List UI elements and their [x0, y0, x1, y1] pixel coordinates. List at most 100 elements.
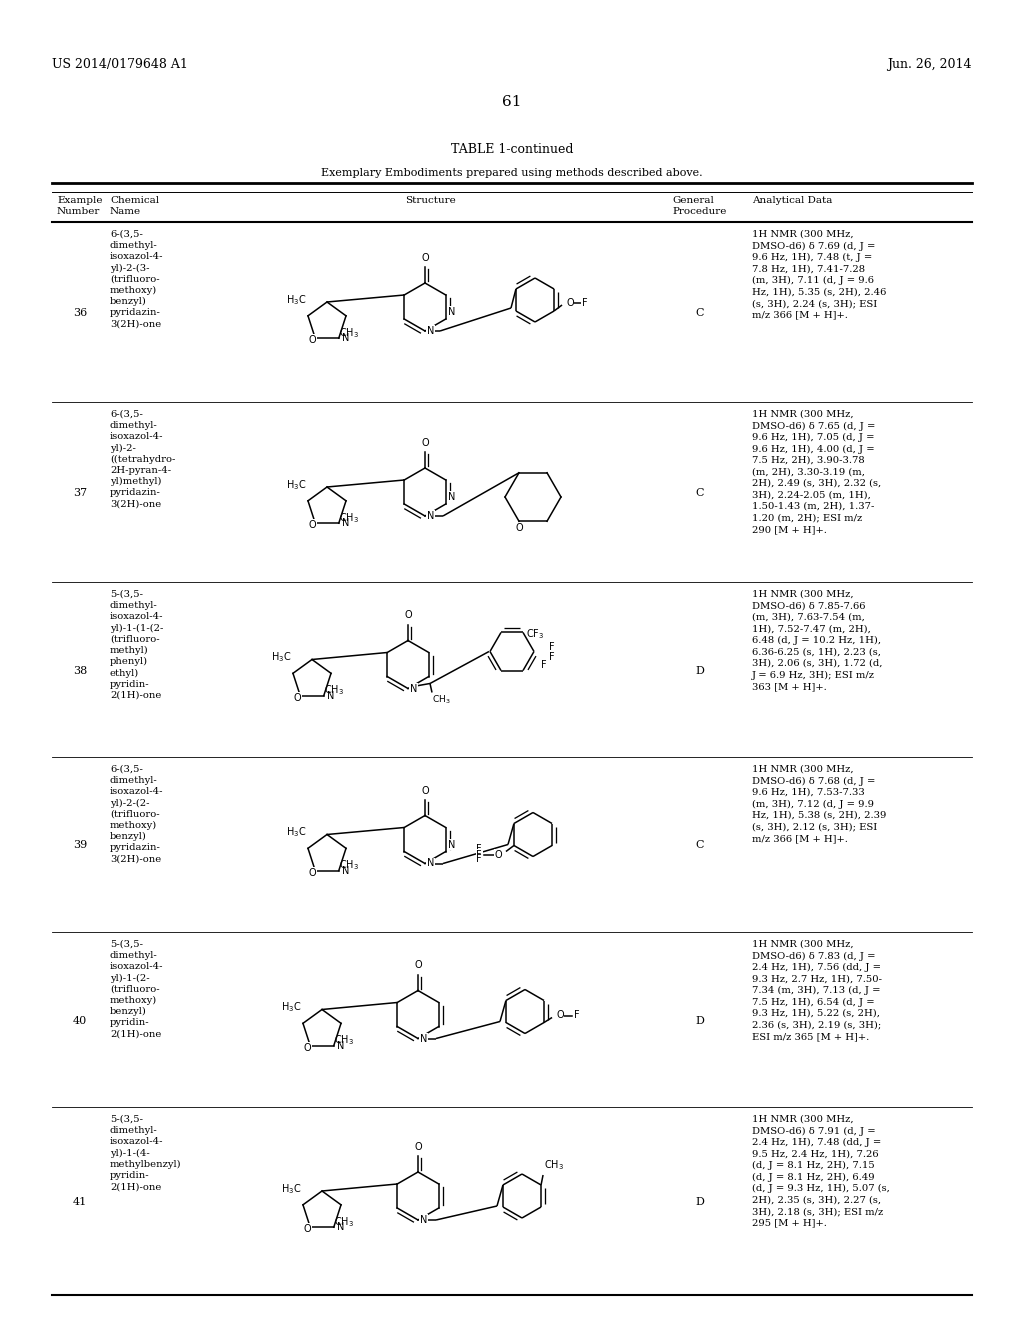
Text: pyridin-: pyridin-: [110, 1019, 150, 1027]
Text: N: N: [342, 866, 349, 875]
Text: 2H-pyran-4-: 2H-pyran-4-: [110, 466, 171, 475]
Text: O: O: [304, 1224, 311, 1234]
Text: 1H NMR (300 MHz,: 1H NMR (300 MHz,: [752, 590, 854, 599]
Text: US 2014/0179648 A1: US 2014/0179648 A1: [52, 58, 187, 71]
Text: D: D: [695, 1197, 705, 1206]
Text: 1H NMR (300 MHz,: 1H NMR (300 MHz,: [752, 1115, 854, 1125]
Text: isoxazol-4-: isoxazol-4-: [110, 612, 164, 622]
Text: Chemical: Chemical: [110, 195, 159, 205]
Text: N: N: [327, 690, 334, 701]
Text: 7.34 (m, 3H), 7.13 (d, J =: 7.34 (m, 3H), 7.13 (d, J =: [752, 986, 881, 995]
Text: Jun. 26, 2014: Jun. 26, 2014: [888, 58, 972, 71]
Text: O: O: [414, 961, 422, 970]
Text: 3H), 2.24-2.05 (m, 1H),: 3H), 2.24-2.05 (m, 1H),: [752, 491, 870, 499]
Text: 6.36-6.25 (s, 1H), 2.23 (s,: 6.36-6.25 (s, 1H), 2.23 (s,: [752, 648, 881, 656]
Text: 7.8 Hz, 1H), 7.41-7.28: 7.8 Hz, 1H), 7.41-7.28: [752, 264, 865, 273]
Text: pyridazin-: pyridazin-: [110, 309, 161, 317]
Text: CH$_3$: CH$_3$: [324, 684, 344, 697]
Text: 5-(3,5-: 5-(3,5-: [110, 1115, 143, 1125]
Text: 41: 41: [73, 1197, 87, 1206]
Text: 2.4 Hz, 1H), 7.48 (dd, J =: 2.4 Hz, 1H), 7.48 (dd, J =: [752, 1138, 882, 1147]
Text: O: O: [566, 298, 573, 308]
Text: 9.6 Hz, 1H), 4.00 (d, J =: 9.6 Hz, 1H), 4.00 (d, J =: [752, 445, 874, 454]
Text: O: O: [404, 610, 412, 620]
Text: (trifluoro-: (trifluoro-: [110, 635, 160, 644]
Text: 1H NMR (300 MHz,: 1H NMR (300 MHz,: [752, 766, 854, 774]
Text: 295 [M + H]+.: 295 [M + H]+.: [752, 1218, 826, 1228]
Text: F: F: [574, 1011, 580, 1020]
Text: F: F: [476, 854, 482, 865]
Text: pyridazin-: pyridazin-: [110, 843, 161, 853]
Text: H$_3$C: H$_3$C: [270, 651, 291, 664]
Text: N: N: [342, 519, 349, 528]
Text: Hz, 1H), 5.35 (s, 2H), 2.46: Hz, 1H), 5.35 (s, 2H), 2.46: [752, 288, 887, 297]
Text: benzyl): benzyl): [110, 297, 146, 306]
Text: O: O: [495, 850, 502, 859]
Text: O: O: [556, 1011, 563, 1020]
Text: 2.36 (s, 3H), 2.19 (s, 3H);: 2.36 (s, 3H), 2.19 (s, 3H);: [752, 1020, 882, 1030]
Text: DMSO-d6) δ 7.65 (d, J =: DMSO-d6) δ 7.65 (d, J =: [752, 421, 876, 430]
Text: F: F: [574, 1010, 580, 1019]
Text: 5-(3,5-: 5-(3,5-: [110, 940, 143, 949]
Text: isoxazol-4-: isoxazol-4-: [110, 252, 164, 261]
Text: TABLE 1-continued: TABLE 1-continued: [451, 143, 573, 156]
Text: N: N: [447, 840, 455, 850]
Text: 9.6 Hz, 1H), 7.53-7.33: 9.6 Hz, 1H), 7.53-7.33: [752, 788, 864, 797]
Text: yl)-1-(1-(2-: yl)-1-(1-(2-: [110, 623, 164, 632]
Text: F: F: [574, 1011, 580, 1020]
Text: (trifluoro-: (trifluoro-: [110, 275, 160, 284]
Text: methoxy): methoxy): [110, 821, 158, 830]
Text: 36: 36: [73, 308, 87, 318]
Text: yl)-2-: yl)-2-: [110, 444, 136, 453]
Text: 9.3 Hz, 1H), 5.22 (s, 2H),: 9.3 Hz, 1H), 5.22 (s, 2H),: [752, 1008, 880, 1018]
Text: O: O: [308, 335, 316, 346]
Text: F: F: [549, 642, 555, 652]
Text: H$_3$C: H$_3$C: [281, 1181, 301, 1196]
Text: O: O: [308, 867, 316, 878]
Text: pyridin-: pyridin-: [110, 680, 150, 689]
Text: (trifluoro-: (trifluoro-: [110, 985, 160, 994]
Text: Structure: Structure: [404, 195, 456, 205]
Text: O: O: [294, 693, 301, 702]
Text: H$_3$C: H$_3$C: [286, 293, 306, 306]
Text: N: N: [410, 684, 418, 693]
Text: 3H), 2.06 (s, 3H), 1.72 (d,: 3H), 2.06 (s, 3H), 1.72 (d,: [752, 659, 883, 668]
Text: 6-(3,5-: 6-(3,5-: [110, 766, 143, 774]
Text: 38: 38: [73, 665, 87, 676]
Text: D: D: [695, 1015, 705, 1026]
Text: 7.5 Hz, 2H), 3.90-3.78: 7.5 Hz, 2H), 3.90-3.78: [752, 455, 864, 465]
Text: 3H), 2.18 (s, 3H); ESI m/z: 3H), 2.18 (s, 3H); ESI m/z: [752, 1206, 884, 1216]
Text: (d, J = 8.1 Hz, 2H), 7.15: (d, J = 8.1 Hz, 2H), 7.15: [752, 1162, 874, 1170]
Text: O: O: [308, 520, 316, 531]
Text: F: F: [476, 845, 482, 854]
Text: J = 6.9 Hz, 3H); ESI m/z: J = 6.9 Hz, 3H); ESI m/z: [752, 671, 874, 680]
Text: Exemplary Embodiments prepared using methods described above.: Exemplary Embodiments prepared using met…: [322, 168, 702, 178]
Text: 39: 39: [73, 841, 87, 850]
Text: 1H NMR (300 MHz,: 1H NMR (300 MHz,: [752, 411, 854, 418]
Text: dimethyl-: dimethyl-: [110, 952, 158, 960]
Text: phenyl): phenyl): [110, 657, 148, 667]
Text: 40: 40: [73, 1015, 87, 1026]
Text: N: N: [420, 1034, 427, 1044]
Text: 3(2H)-one: 3(2H)-one: [110, 499, 161, 508]
Text: dimethyl-: dimethyl-: [110, 242, 158, 251]
Text: DMSO-d6) δ 7.69 (d, J =: DMSO-d6) δ 7.69 (d, J =: [752, 242, 876, 251]
Text: F: F: [582, 298, 588, 308]
Text: O: O: [421, 785, 429, 796]
Text: (m, 3H), 7.11 (d, J = 9.6: (m, 3H), 7.11 (d, J = 9.6: [752, 276, 874, 285]
Text: O: O: [421, 438, 429, 447]
Text: N: N: [427, 858, 434, 869]
Text: yl)-1-(2-: yl)-1-(2-: [110, 974, 150, 982]
Text: (s, 3H), 2.12 (s, 3H); ESI: (s, 3H), 2.12 (s, 3H); ESI: [752, 822, 878, 832]
Text: N: N: [427, 326, 434, 337]
Text: N: N: [337, 1222, 344, 1232]
Text: 2(1H)-one: 2(1H)-one: [110, 1030, 162, 1039]
Text: (trifluoro-: (trifluoro-: [110, 809, 160, 818]
Text: DMSO-d6) δ 7.91 (d, J =: DMSO-d6) δ 7.91 (d, J =: [752, 1126, 876, 1135]
Text: 5-(3,5-: 5-(3,5-: [110, 590, 143, 599]
Text: CH$_3$: CH$_3$: [339, 511, 359, 524]
Text: N: N: [337, 1040, 344, 1051]
Text: O: O: [515, 523, 523, 533]
Text: 363 [M + H]+.: 363 [M + H]+.: [752, 682, 826, 690]
Text: DMSO-d6) δ 7.68 (d, J =: DMSO-d6) δ 7.68 (d, J =: [752, 776, 876, 785]
